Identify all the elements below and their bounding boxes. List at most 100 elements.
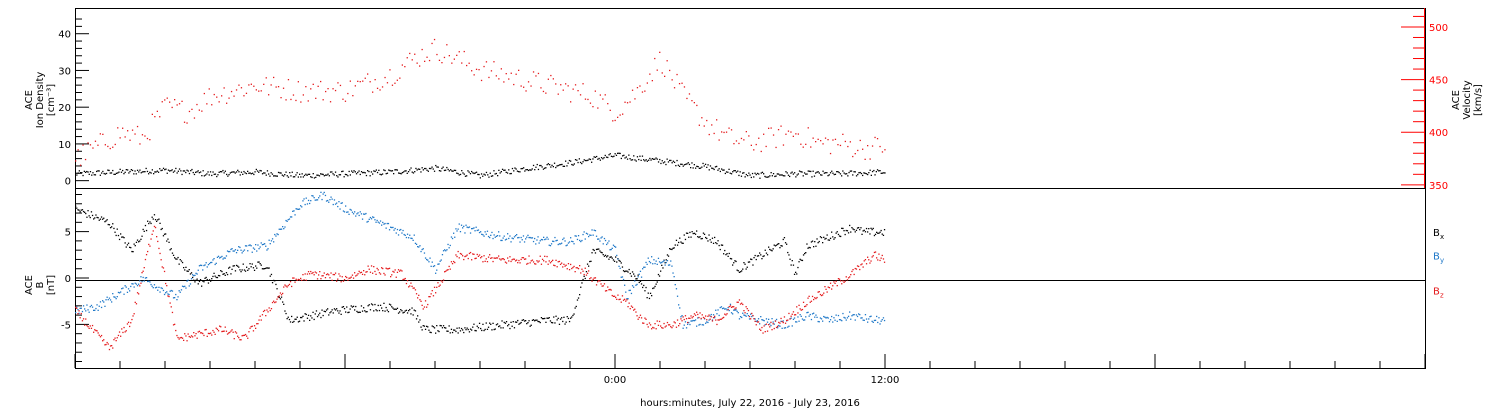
bx-point [588,265,590,267]
bx-point [699,236,701,238]
bz-point [772,323,774,325]
bx-point [604,254,607,256]
density-point [351,170,353,172]
by-point [827,317,829,319]
bz-point [293,277,295,279]
bz-point [676,319,679,321]
density-point [479,177,481,179]
by-point [467,226,469,229]
velocity-point [134,133,136,135]
bx-point [477,327,480,329]
by-point [639,270,642,272]
bx-point [259,263,261,265]
bz-point [602,285,604,287]
bz-point [568,269,571,271]
bz-point [265,315,267,317]
velocity-point [852,155,854,158]
by-point [737,312,739,314]
bz-point [769,326,771,328]
bx-point [824,238,826,240]
velocity-point [716,119,718,121]
by-point [493,234,495,236]
bx-point [847,232,850,234]
density-point [424,167,426,170]
velocity-point [273,76,275,79]
bx-point [726,253,728,255]
by-point [589,234,591,236]
bx-point [525,320,527,322]
bx-point [396,307,399,309]
by-point [879,323,881,325]
bx-point [620,262,622,264]
bx-point [481,329,483,332]
velocity-point [693,102,695,104]
by-point [706,321,708,323]
by-point [710,313,712,316]
velocity-point [607,103,609,105]
bx-point [850,231,852,233]
by-point [410,237,412,239]
bx-point [561,317,563,319]
density-point [870,174,872,176]
by-point [867,321,869,323]
bz-point [86,324,88,327]
bz-point [829,282,832,284]
by-point [349,208,351,211]
by-point [391,226,393,229]
velocity-point [169,101,171,103]
bx-point [176,258,178,260]
bx-point [810,241,813,243]
bz-point [845,276,847,278]
bz-point [197,331,199,333]
velocity-point [847,145,849,148]
bz-point [315,272,318,274]
density-point [747,175,749,177]
velocity-point [404,66,406,68]
density-point [547,163,549,165]
bx-point [372,304,374,306]
density-point [367,170,369,172]
bx-point [180,260,183,262]
bx-point [456,327,458,329]
by-point [765,318,768,320]
bx-point [861,233,863,235]
by-point [90,304,93,307]
density-point [546,164,548,166]
density-point [124,171,126,173]
density-point [391,170,394,172]
bz-point [667,324,670,326]
bx-point [728,252,730,255]
by-point [602,243,604,245]
by-point [330,196,332,198]
velocity-point [79,164,82,166]
bz-point [562,266,564,268]
bx-point [537,320,539,323]
density-point [182,170,184,172]
bx-point [226,273,229,276]
by-point [502,237,504,239]
velocity-point [141,134,144,136]
bz-point [179,337,181,339]
density-point [265,174,267,176]
bx-point [331,309,333,311]
bx-point [760,254,762,256]
density-point [237,169,239,171]
density-point [682,165,684,167]
bx-point [603,255,606,257]
bz-point [746,308,748,310]
by-point [426,258,428,261]
by-point [190,278,193,280]
bx-point [282,301,284,303]
bz-point [572,266,574,269]
bz-point [152,230,154,232]
bz-point [636,315,638,317]
bz-point [82,318,85,320]
by-point [142,276,144,279]
by-point [609,249,611,251]
bx-point [345,311,347,313]
velocity-point [156,110,158,112]
bx-point [253,269,256,271]
bx-point [116,228,118,230]
bx-point [305,313,307,316]
bx-point [363,307,365,309]
